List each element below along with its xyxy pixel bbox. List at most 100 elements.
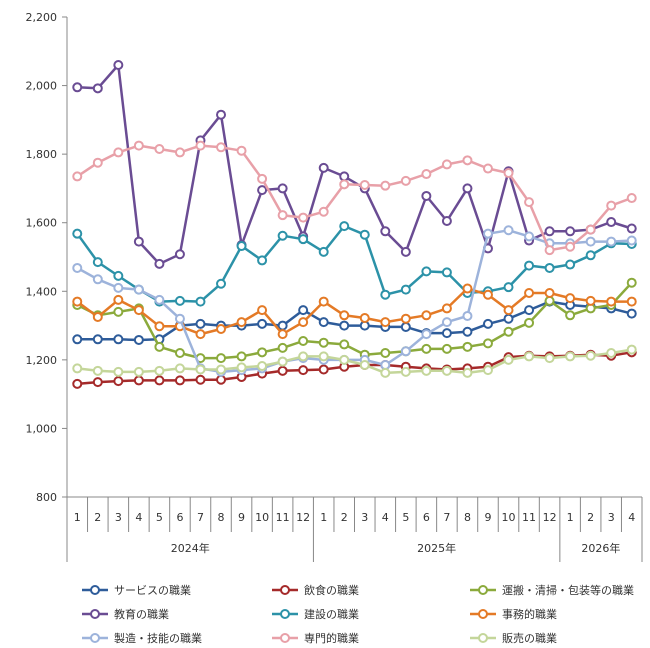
data-point (92, 83, 103, 94)
legend-label: サービスの職業 (114, 584, 191, 597)
x-tick-label: 9 (484, 511, 491, 524)
legend-item: 教育の職業 (82, 607, 169, 621)
data-point (462, 326, 473, 337)
data-point (503, 326, 514, 337)
data-point (216, 109, 227, 120)
data-point (606, 217, 617, 228)
data-point (113, 270, 124, 281)
data-point (421, 310, 432, 321)
data-point (421, 329, 432, 340)
data-point (195, 329, 206, 340)
legend-swatch-marker (478, 585, 488, 595)
legend-label: 販売の職業 (502, 632, 557, 645)
legend-item: 事務的職業 (470, 607, 557, 621)
data-point (565, 241, 576, 252)
series-8 (72, 140, 637, 256)
data-point (133, 305, 144, 316)
data-point (236, 145, 247, 156)
data-point (400, 313, 411, 324)
data-point (318, 162, 329, 173)
data-point (318, 246, 329, 257)
data-point (318, 206, 329, 217)
data-point (113, 334, 124, 345)
data-point (154, 258, 165, 269)
data-point (174, 249, 185, 260)
legend-swatch-marker (478, 633, 488, 643)
x-tick-label: 7 (443, 511, 450, 524)
data-point (441, 365, 452, 376)
data-point (113, 147, 124, 158)
data-point (565, 226, 576, 237)
x-tick-label: 4 (628, 511, 635, 524)
y-tick-label: 1,000 (26, 422, 58, 435)
data-point (113, 60, 124, 70)
series-9 (72, 344, 637, 378)
data-point (113, 306, 124, 317)
data-point (298, 234, 309, 245)
data-point (400, 321, 411, 332)
data-point (154, 144, 165, 154)
data-point (339, 221, 350, 232)
legend-label: 飲食の職業 (304, 583, 359, 597)
data-point (133, 236, 144, 247)
data-point (421, 169, 432, 180)
data-point (174, 313, 185, 324)
data-point (72, 378, 83, 389)
data-point (92, 365, 103, 376)
x-tick-label: 2 (587, 511, 594, 524)
x-tick-label: 9 (238, 511, 245, 524)
x-tick-label: 1 (567, 511, 574, 524)
data-point (359, 229, 370, 240)
data-point (421, 365, 432, 376)
data-point (195, 374, 206, 385)
series-line (76, 144, 633, 252)
data-point (236, 241, 247, 252)
data-point (216, 142, 227, 153)
data-point (216, 278, 227, 289)
data-point (339, 310, 350, 321)
data-point (544, 295, 555, 306)
legend-item: 製造・技能の職業 (82, 631, 202, 645)
x-tick-label: 6 (423, 511, 430, 524)
x-tick-label: 10 (255, 511, 269, 524)
data-point (72, 262, 83, 273)
data-point (380, 317, 391, 328)
data-point (380, 180, 391, 191)
data-point (503, 354, 514, 365)
data-point (72, 334, 83, 345)
data-point (441, 267, 452, 278)
legend-label: 運搬・清掃・包装等の職業 (502, 583, 634, 597)
data-point (565, 259, 576, 270)
data-point (585, 250, 596, 261)
data-point (524, 197, 535, 208)
legend-item: 建設の職業 (272, 607, 359, 621)
data-point (400, 284, 411, 295)
data-point (421, 266, 432, 277)
data-point (236, 362, 247, 373)
series-line (76, 281, 633, 360)
data-point (606, 296, 617, 307)
plot-area (72, 60, 637, 389)
data-point (626, 308, 637, 319)
legend-swatch-marker (280, 585, 290, 595)
data-point (503, 313, 514, 324)
data-point (92, 157, 103, 168)
data-point (441, 303, 452, 314)
data-point (359, 313, 370, 324)
data-point (400, 366, 411, 377)
data-point (544, 245, 555, 256)
data-point (441, 216, 452, 226)
series-line (76, 287, 632, 336)
y-tick-label: 1,400 (26, 285, 58, 298)
legend-item: サービスの職業 (82, 584, 191, 597)
data-point (257, 361, 268, 372)
data-point (133, 366, 144, 377)
data-point (195, 318, 206, 329)
data-point (339, 354, 350, 365)
legend-label: 建設の職業 (304, 607, 359, 621)
x-tick-label: 8 (464, 511, 471, 524)
x-tick-label: 6 (176, 511, 183, 524)
data-point (154, 341, 165, 352)
series-line (77, 348, 632, 375)
data-point (421, 343, 432, 354)
